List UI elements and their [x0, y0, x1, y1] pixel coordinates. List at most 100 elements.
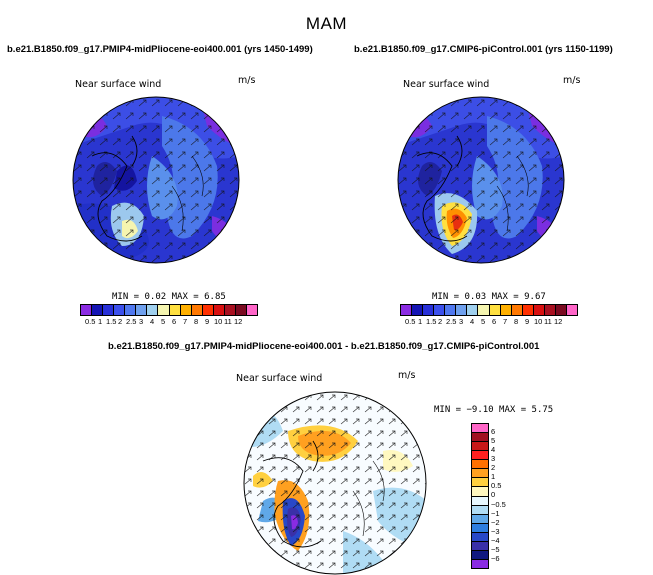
colorbar-label: 3 [491, 454, 496, 464]
colorbar-swatch [472, 460, 488, 470]
colorbar-label: −0.5 [491, 499, 506, 509]
colorbar-swatch [81, 305, 93, 315]
colorbar-label: 7 [183, 317, 188, 326]
colorbar-label: 2.5 [126, 317, 137, 326]
colorbar-swatch [445, 305, 457, 315]
colorbar-label: −3 [491, 526, 500, 536]
colorbar-label: 3 [459, 317, 464, 326]
colorbar-label: 0.5 [491, 481, 502, 491]
colorbar-label: 5 [491, 436, 496, 446]
panel-1-polar-map [72, 96, 240, 264]
colorbar-label: 1 [98, 317, 103, 326]
colorbar-swatch [522, 305, 534, 315]
colorbar-swatch [472, 550, 488, 560]
colorbar-swatch [472, 523, 488, 533]
colorbar-swatch [472, 505, 488, 515]
colorbar-swatch [412, 305, 424, 315]
panel-2-colorbar-labels: 0.5 1 1.5 2 2.5 3 4 5 6 7 8 9 10 11 12 [405, 317, 570, 326]
colorbar-label: 8 [194, 317, 199, 326]
colorbar-swatch [401, 305, 413, 315]
panel-3-polar-map [243, 391, 427, 575]
colorbar-label: 12 [234, 317, 243, 326]
colorbar-label: 0.5 [85, 317, 96, 326]
colorbar-label: 1 [418, 317, 423, 326]
colorbar-swatch [533, 305, 545, 315]
panel-2-polar-map [397, 96, 565, 264]
panel-1-title: b.e21.B1850.f09_g17.PMIP4-midPliocene-eo… [7, 44, 313, 55]
colorbar-label: −4 [491, 535, 500, 545]
colorbar-swatch [467, 305, 479, 315]
panel-3-variable-label: Near surface wind [236, 373, 323, 384]
panel-1-colorbar [80, 304, 258, 316]
panel-2-title: b.e21.B1850.f09_g17.CMIP6-piControl.001 … [354, 44, 613, 55]
panel-3-units-label: m/s [398, 370, 416, 381]
figure-title: MAM [305, 14, 348, 33]
colorbar-swatch [566, 305, 577, 315]
colorbar-label: −2 [491, 517, 500, 527]
colorbar-swatch [423, 305, 435, 315]
colorbar-label: 10 [214, 317, 223, 326]
panel-1-colorbar-labels: 0.5 1 1.5 2 2.5 3 4 5 6 7 8 9 10 11 12 [85, 317, 250, 326]
colorbar-label: 9 [525, 317, 530, 326]
colorbar-swatch [180, 305, 192, 315]
colorbar-swatch [136, 305, 148, 315]
colorbar-label: 0.5 [405, 317, 416, 326]
colorbar-label: 12 [554, 317, 563, 326]
colorbar-label: 2 [118, 317, 123, 326]
colorbar-label: 8 [514, 317, 519, 326]
colorbar-label: 9 [205, 317, 210, 326]
panel-2-colorbar [400, 304, 578, 316]
colorbar-label: 6 [491, 427, 496, 437]
colorbar-swatch [235, 305, 247, 315]
colorbar-swatch [555, 305, 567, 315]
colorbar-swatch [478, 305, 490, 315]
colorbar-swatch [472, 478, 488, 488]
colorbar-swatch [114, 305, 126, 315]
colorbar-label: 5 [481, 317, 486, 326]
panel-3-min-max: MIN = −9.10 MAX = 5.75 [434, 405, 554, 415]
panel-2-units-label: m/s [563, 75, 581, 86]
colorbar-label: 1 [491, 472, 496, 482]
panel-2-min-max: MIN = 0.03 MAX = 9.67 [432, 292, 546, 302]
colorbar-swatch [472, 451, 488, 461]
colorbar-label: −5 [491, 544, 500, 554]
colorbar-label: 2 [438, 317, 443, 326]
colorbar-label: 6 [492, 317, 497, 326]
colorbar-swatch [472, 559, 488, 568]
colorbar-label: 1.5 [426, 317, 437, 326]
colorbar-label: 7 [503, 317, 508, 326]
colorbar-swatch [456, 305, 468, 315]
panel-2-variable-label: Near surface wind [403, 79, 490, 90]
colorbar-swatch [202, 305, 214, 315]
colorbar-swatch [472, 496, 488, 506]
colorbar-label: 2 [491, 463, 496, 473]
colorbar-swatch [125, 305, 137, 315]
colorbar-swatch [489, 305, 501, 315]
colorbar-swatch [511, 305, 523, 315]
colorbar-swatch [158, 305, 170, 315]
colorbar-swatch [147, 305, 159, 315]
colorbar-swatch [191, 305, 203, 315]
panel-1-variable-label: Near surface wind [75, 79, 162, 90]
colorbar-label: −1 [491, 508, 500, 518]
colorbar-label: 4 [470, 317, 475, 326]
colorbar-label: 2.5 [446, 317, 457, 326]
panel-3-title: b.e21.B1850.f09_g17.PMIP4-midPliocene-eo… [108, 341, 540, 352]
colorbar-label: 6 [172, 317, 177, 326]
colorbar-label: 4 [491, 445, 496, 455]
colorbar-swatch [544, 305, 556, 315]
colorbar-swatch [472, 541, 488, 551]
colorbar-swatch [472, 514, 488, 524]
colorbar-swatch [472, 532, 488, 542]
colorbar-label: 3 [139, 317, 144, 326]
panel-1-units-label: m/s [238, 75, 256, 86]
colorbar-swatch [472, 442, 488, 452]
colorbar-label: 1.5 [106, 317, 117, 326]
colorbar-swatch [472, 433, 488, 443]
colorbar-label: −6 [491, 553, 500, 563]
colorbar-swatch [472, 424, 488, 434]
colorbar-swatch [213, 305, 225, 315]
panel-3-colorbar [471, 423, 489, 569]
colorbar-label: 11 [224, 317, 232, 326]
colorbar-label: 0 [491, 490, 496, 500]
